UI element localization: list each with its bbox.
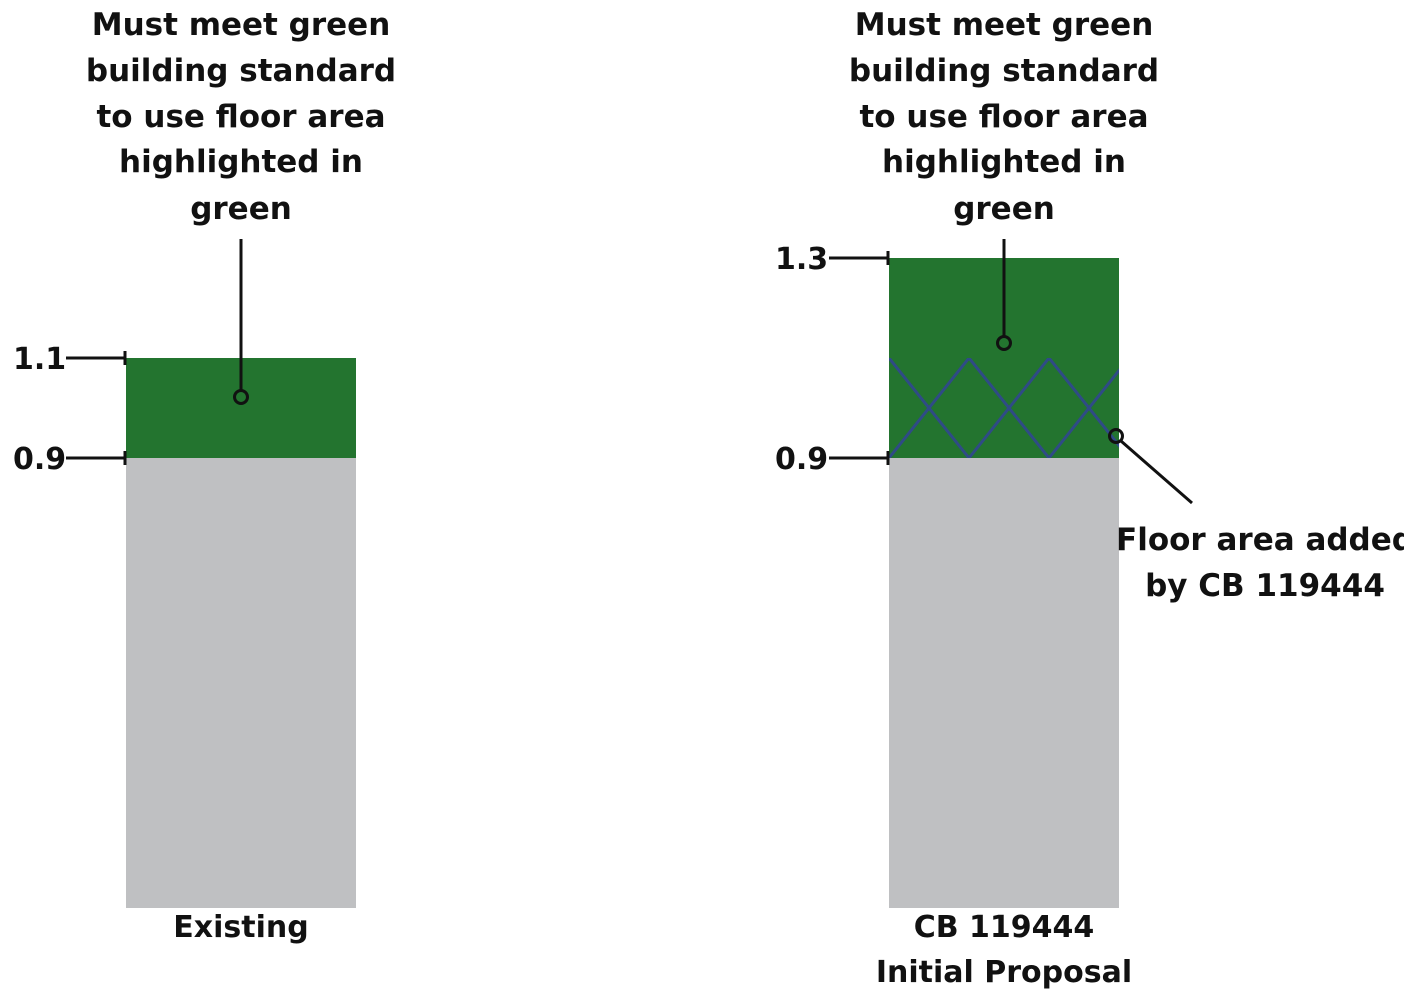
proposal-annotation-line-1: Must meet green bbox=[855, 7, 1154, 43]
hatch-line bbox=[1047, 368, 1119, 458]
bar-existing-base-segment bbox=[126, 458, 356, 908]
proposal-annotation-marker bbox=[996, 335, 1012, 351]
hatch-line bbox=[889, 358, 971, 458]
hatch-line bbox=[967, 358, 1051, 458]
hatch-callout: Floor area added by CB 119444 bbox=[1108, 428, 1404, 604]
tick-label-proposal-1-3: 1.3 bbox=[775, 242, 828, 277]
hatch-callout-leader bbox=[1120, 439, 1193, 505]
existing-annotation-line-5: green bbox=[190, 191, 292, 227]
proposal-annotation-line-5: green bbox=[953, 191, 1055, 227]
bar-proposal-base-segment bbox=[889, 458, 1119, 908]
existing-annotation: Must meet green building standard to use… bbox=[86, 7, 396, 405]
category-label-existing: Existing bbox=[173, 910, 308, 945]
tick-label-proposal-0-9: 0.9 bbox=[775, 442, 828, 477]
existing-annotation-line-4: highlighted in bbox=[119, 144, 363, 180]
existing-annotation-line-2: building standard bbox=[86, 53, 396, 89]
proposal-annotation-line-4: highlighted in bbox=[882, 144, 1126, 180]
hatch-line bbox=[1129, 358, 1209, 458]
hatch-callout-line-2: by CB 119444 bbox=[1145, 568, 1385, 604]
tick-label-existing-0-9: 0.9 bbox=[13, 442, 66, 477]
existing-ticks: 0.9 1.1 bbox=[13, 342, 127, 477]
hatch-callout-marker bbox=[1108, 428, 1124, 444]
tick-label-existing-1-1: 1.1 bbox=[13, 342, 66, 377]
category-label-proposal-line-1: CB 119444 bbox=[914, 910, 1095, 945]
hatch-callout-line-1: Floor area added bbox=[1116, 522, 1404, 558]
proposal-annotation-line-2: building standard bbox=[849, 53, 1159, 89]
existing-annotation-line-3: to use floor area bbox=[96, 99, 385, 135]
proposal-annotation: Must meet green building standard to use… bbox=[849, 7, 1159, 351]
proposal-ticks: 0.9 1.3 bbox=[775, 242, 890, 477]
category-label-proposal-line-2: Initial Proposal bbox=[876, 955, 1132, 990]
proposal-annotation-line-3: to use floor area bbox=[859, 99, 1148, 135]
existing-annotation-line-1: Must meet green bbox=[92, 7, 391, 43]
hatch-line bbox=[1129, 358, 1209, 458]
bar-existing bbox=[126, 358, 356, 908]
existing-annotation-marker bbox=[233, 389, 249, 405]
